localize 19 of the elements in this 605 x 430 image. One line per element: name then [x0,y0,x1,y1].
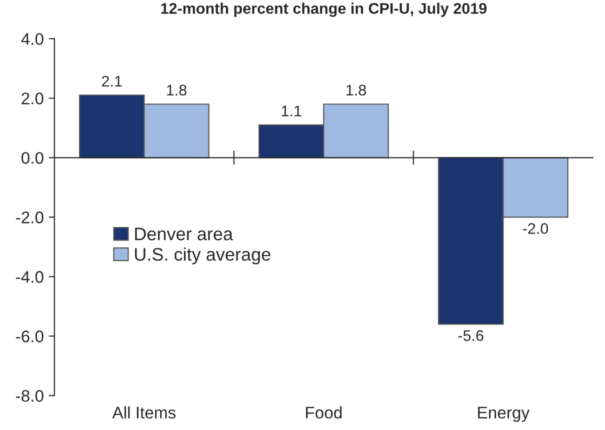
data-label: -5.6 [458,330,484,341]
y-tick-label: -6.0 [16,330,44,342]
x-tick-label: All Items [112,406,176,419]
chart-title: 12-month percent change in CPI-U, July 2019 [161,2,487,17]
data-label: 1.1 [282,106,302,116]
y-tick-label: 0.0 [22,152,44,164]
legend-label: U.S. city average [135,248,270,264]
data-label: -2.0 [522,223,548,234]
y-tick-label: 4.0 [21,33,44,45]
data-label: 2.1 [102,76,122,86]
data-label: 1.8 [167,84,186,96]
y-tick-label: -8.0 [16,390,44,402]
y-tick-label: -2.0 [16,212,44,224]
x-tick-label: Energy [478,406,530,422]
legend-label: Denver area [135,228,233,240]
x-tick-label: Food [306,406,342,419]
y-tick-label: -4.0 [16,271,44,283]
data-label: 1.8 [346,84,366,96]
y-tick-label: 2.0 [22,92,44,104]
